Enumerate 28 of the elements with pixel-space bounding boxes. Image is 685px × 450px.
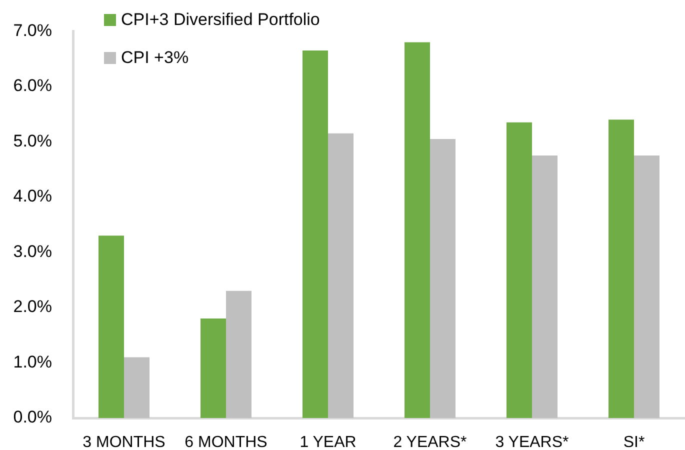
bar bbox=[506, 122, 532, 418]
y-tick-label: 5.0% bbox=[13, 131, 52, 150]
y-tick-label: 3.0% bbox=[13, 242, 52, 261]
bar bbox=[226, 290, 252, 418]
x-tick-label: 3 YEARS* bbox=[495, 434, 569, 450]
bar bbox=[404, 42, 430, 418]
y-tick-label: 7.0% bbox=[13, 20, 52, 40]
bar bbox=[124, 357, 150, 418]
bar bbox=[328, 133, 354, 418]
x-tick-label: 3 MONTHS bbox=[82, 434, 166, 450]
x-tick-label: 6 MONTHS bbox=[184, 434, 268, 450]
y-tick-label: 2.0% bbox=[13, 297, 52, 316]
bar bbox=[200, 318, 226, 418]
y-tick-label: 6.0% bbox=[13, 76, 52, 96]
bar bbox=[430, 138, 456, 418]
x-tick-label: 1 YEAR bbox=[300, 434, 356, 450]
legend-label: CPI +3% bbox=[121, 48, 189, 68]
bar bbox=[608, 120, 634, 418]
x-tick-label: 2 YEARS* bbox=[393, 434, 467, 450]
bar bbox=[532, 156, 558, 418]
y-tick-label: 1.0% bbox=[13, 352, 52, 372]
y-tick-label: 0.0% bbox=[13, 408, 52, 427]
bar bbox=[98, 236, 124, 418]
bar bbox=[634, 156, 660, 418]
x-tick-label: SI* bbox=[623, 434, 645, 450]
legend-label: CPI+3 Diversified Portfolio bbox=[121, 10, 320, 30]
y-tick-label: 4.0% bbox=[13, 186, 52, 206]
bar bbox=[302, 50, 328, 418]
